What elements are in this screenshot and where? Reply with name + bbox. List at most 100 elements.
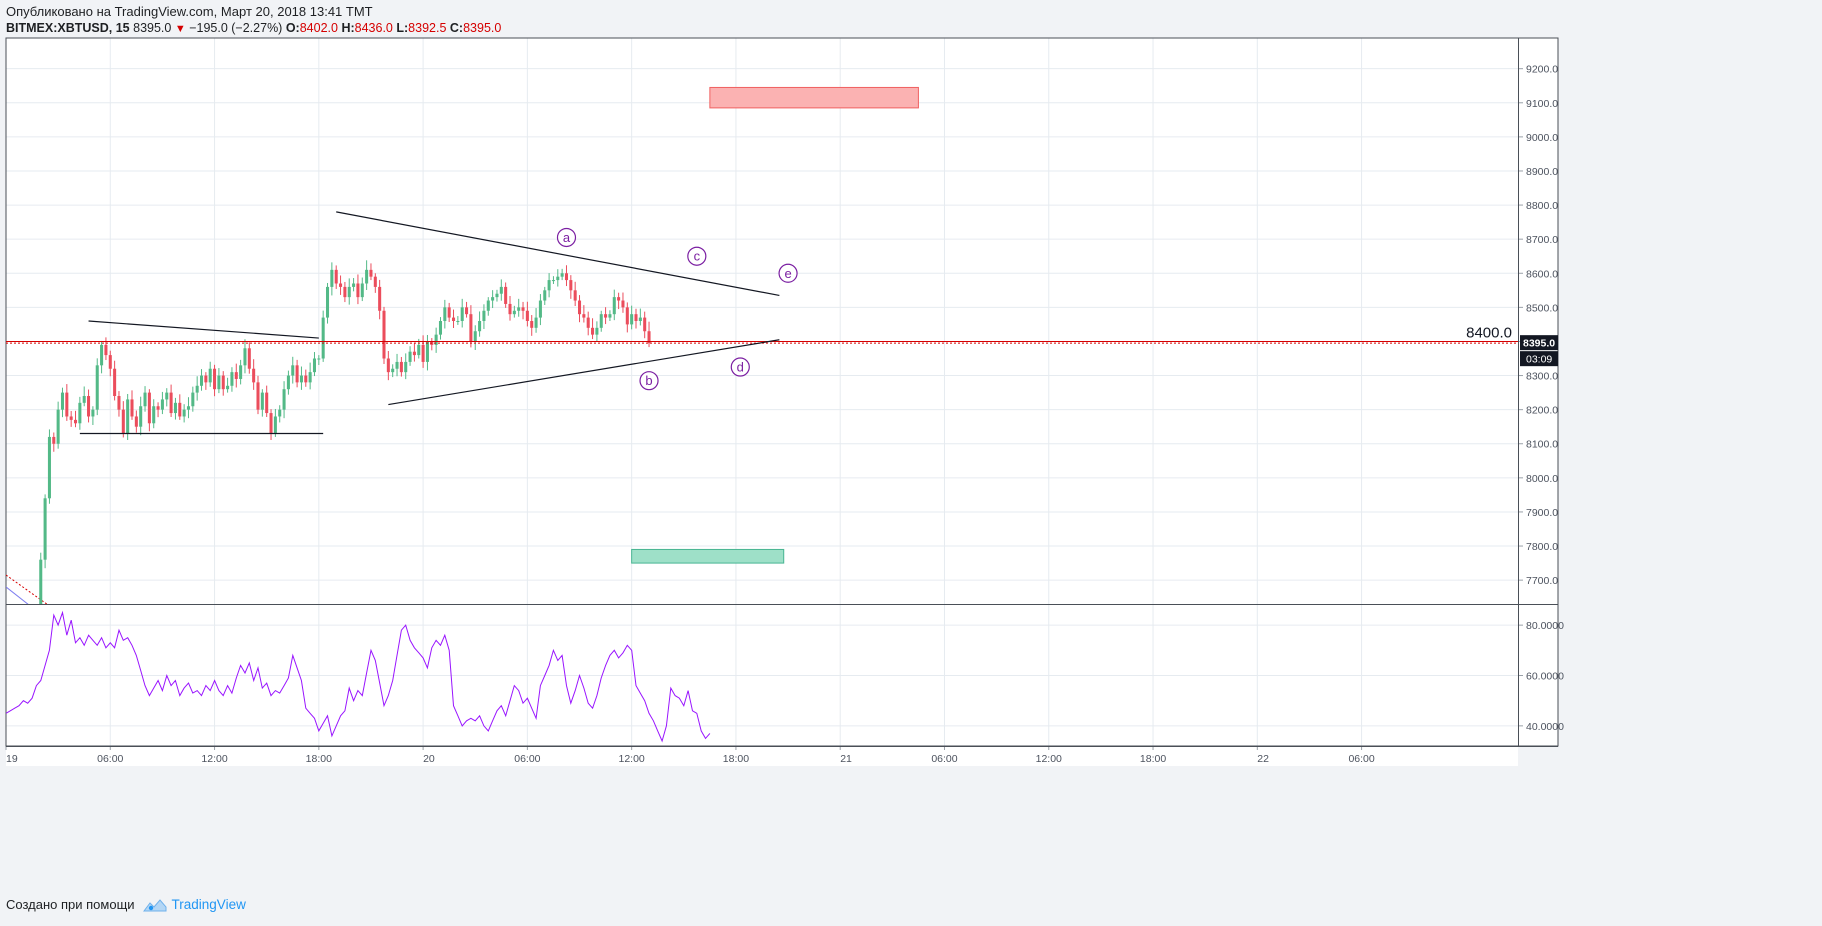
candle-body bbox=[534, 317, 538, 328]
candle-body bbox=[321, 317, 325, 359]
down-arrow-icon: ▼ bbox=[174, 23, 186, 35]
candle-body bbox=[226, 385, 230, 390]
wave-label-b[interactable]: b bbox=[639, 371, 659, 391]
close-label: C: bbox=[449, 21, 464, 35]
candle-body bbox=[252, 368, 256, 383]
candle-body bbox=[412, 351, 416, 356]
candle-body bbox=[121, 409, 125, 434]
candle-body bbox=[617, 297, 621, 301]
candle-body bbox=[165, 392, 169, 400]
candle-body bbox=[100, 344, 104, 366]
candle-body bbox=[399, 361, 403, 373]
time-tick-label: 18:00 bbox=[306, 753, 332, 765]
candle-body bbox=[191, 392, 195, 407]
high-label: H: bbox=[341, 21, 355, 35]
candle-body bbox=[473, 331, 477, 342]
wave-label-circle bbox=[639, 371, 659, 391]
last-price-badge-label: 8395.0 bbox=[1523, 338, 1555, 350]
candle-body bbox=[108, 355, 112, 369]
price-tick-label: 8700.0 bbox=[1526, 234, 1558, 246]
candle-body bbox=[586, 317, 590, 328]
wave-label-a[interactable]: a bbox=[556, 227, 577, 248]
candle-body bbox=[204, 375, 208, 383]
candle-body bbox=[130, 399, 134, 417]
tradingview-brand-link[interactable]: TradingView bbox=[142, 897, 246, 912]
candle-body bbox=[126, 399, 130, 434]
rsi-tick-label: 40.0000 bbox=[1526, 721, 1564, 733]
support-zone-box[interactable] bbox=[631, 548, 785, 564]
time-scale[interactable] bbox=[6, 747, 1518, 766]
candle-body bbox=[95, 365, 99, 410]
wave-label-e[interactable]: e bbox=[778, 263, 798, 283]
candle-body bbox=[591, 327, 595, 335]
candle-body bbox=[134, 416, 138, 427]
wave-label-text: b bbox=[645, 373, 652, 388]
candle-body bbox=[517, 307, 521, 311]
candle-body bbox=[312, 358, 317, 373]
candle-body bbox=[512, 310, 516, 315]
price-tick-label: 8200.0 bbox=[1526, 405, 1558, 417]
candle-body bbox=[447, 307, 451, 318]
candle-body bbox=[113, 368, 117, 397]
candle-body bbox=[577, 300, 582, 315]
candle-body bbox=[325, 286, 330, 318]
candle-body bbox=[604, 314, 608, 318]
trendline[interactable] bbox=[388, 339, 780, 406]
wave-label-text: d bbox=[737, 360, 744, 375]
wave-label-d[interactable]: d bbox=[730, 357, 750, 377]
candle-body bbox=[139, 406, 143, 427]
price-scale[interactable] bbox=[1519, 38, 1558, 746]
candle-body bbox=[147, 392, 151, 424]
rsi-tick-label: 80.0000 bbox=[1526, 620, 1564, 632]
candle-body bbox=[378, 286, 382, 311]
candle-body bbox=[308, 372, 312, 383]
symbol-name[interactable]: BITMEX:XBTUSD, 15 bbox=[6, 21, 130, 35]
candle-body bbox=[486, 300, 490, 311]
candle-body bbox=[217, 375, 221, 390]
candle-body bbox=[256, 382, 260, 410]
candle-body bbox=[478, 321, 482, 332]
candle-body bbox=[595, 327, 599, 335]
last-price: 8395.0 bbox=[133, 21, 172, 35]
candle-body bbox=[482, 310, 486, 321]
wave-label-circle bbox=[730, 357, 750, 377]
candle-body bbox=[443, 307, 447, 321]
candle-body bbox=[508, 303, 512, 315]
target-zone-box[interactable] bbox=[709, 86, 919, 109]
open-value: 8402.0 bbox=[299, 21, 338, 35]
candle-body bbox=[408, 351, 412, 362]
candle-body bbox=[221, 375, 225, 390]
wave-label-c[interactable]: c bbox=[687, 246, 707, 266]
candle-body bbox=[495, 293, 499, 298]
candle-body bbox=[178, 402, 182, 417]
candle-body bbox=[230, 372, 234, 386]
candle-body bbox=[299, 375, 303, 383]
candle-body bbox=[43, 498, 47, 560]
candle-body bbox=[647, 331, 651, 344]
price-pane[interactable] bbox=[6, 38, 1518, 604]
candle-body bbox=[404, 361, 408, 373]
price-tick-label: 8900.0 bbox=[1526, 166, 1558, 178]
rsi-tick-label: 60.0000 bbox=[1526, 671, 1564, 683]
candle-body bbox=[247, 348, 251, 369]
candle-body bbox=[391, 368, 395, 373]
candle-body bbox=[352, 283, 356, 287]
time-tick-label: 06:00 bbox=[1348, 753, 1374, 765]
trendline[interactable] bbox=[336, 211, 780, 297]
price-tick-label: 8500.0 bbox=[1526, 302, 1558, 314]
candle-body bbox=[91, 409, 95, 417]
candle-body bbox=[630, 314, 634, 325]
candle-body bbox=[417, 344, 421, 356]
candle-body bbox=[69, 416, 73, 420]
price-tick-label: 8300.0 bbox=[1526, 371, 1558, 383]
candle-body bbox=[339, 283, 343, 287]
tradingview-logo-icon bbox=[142, 898, 167, 911]
trendline[interactable] bbox=[88, 320, 319, 339]
candle-body bbox=[343, 286, 347, 298]
candle-body bbox=[182, 409, 186, 417]
candle-body bbox=[491, 297, 495, 301]
candle-body bbox=[434, 334, 438, 345]
candle-body bbox=[438, 321, 443, 335]
candle-body bbox=[278, 409, 282, 417]
